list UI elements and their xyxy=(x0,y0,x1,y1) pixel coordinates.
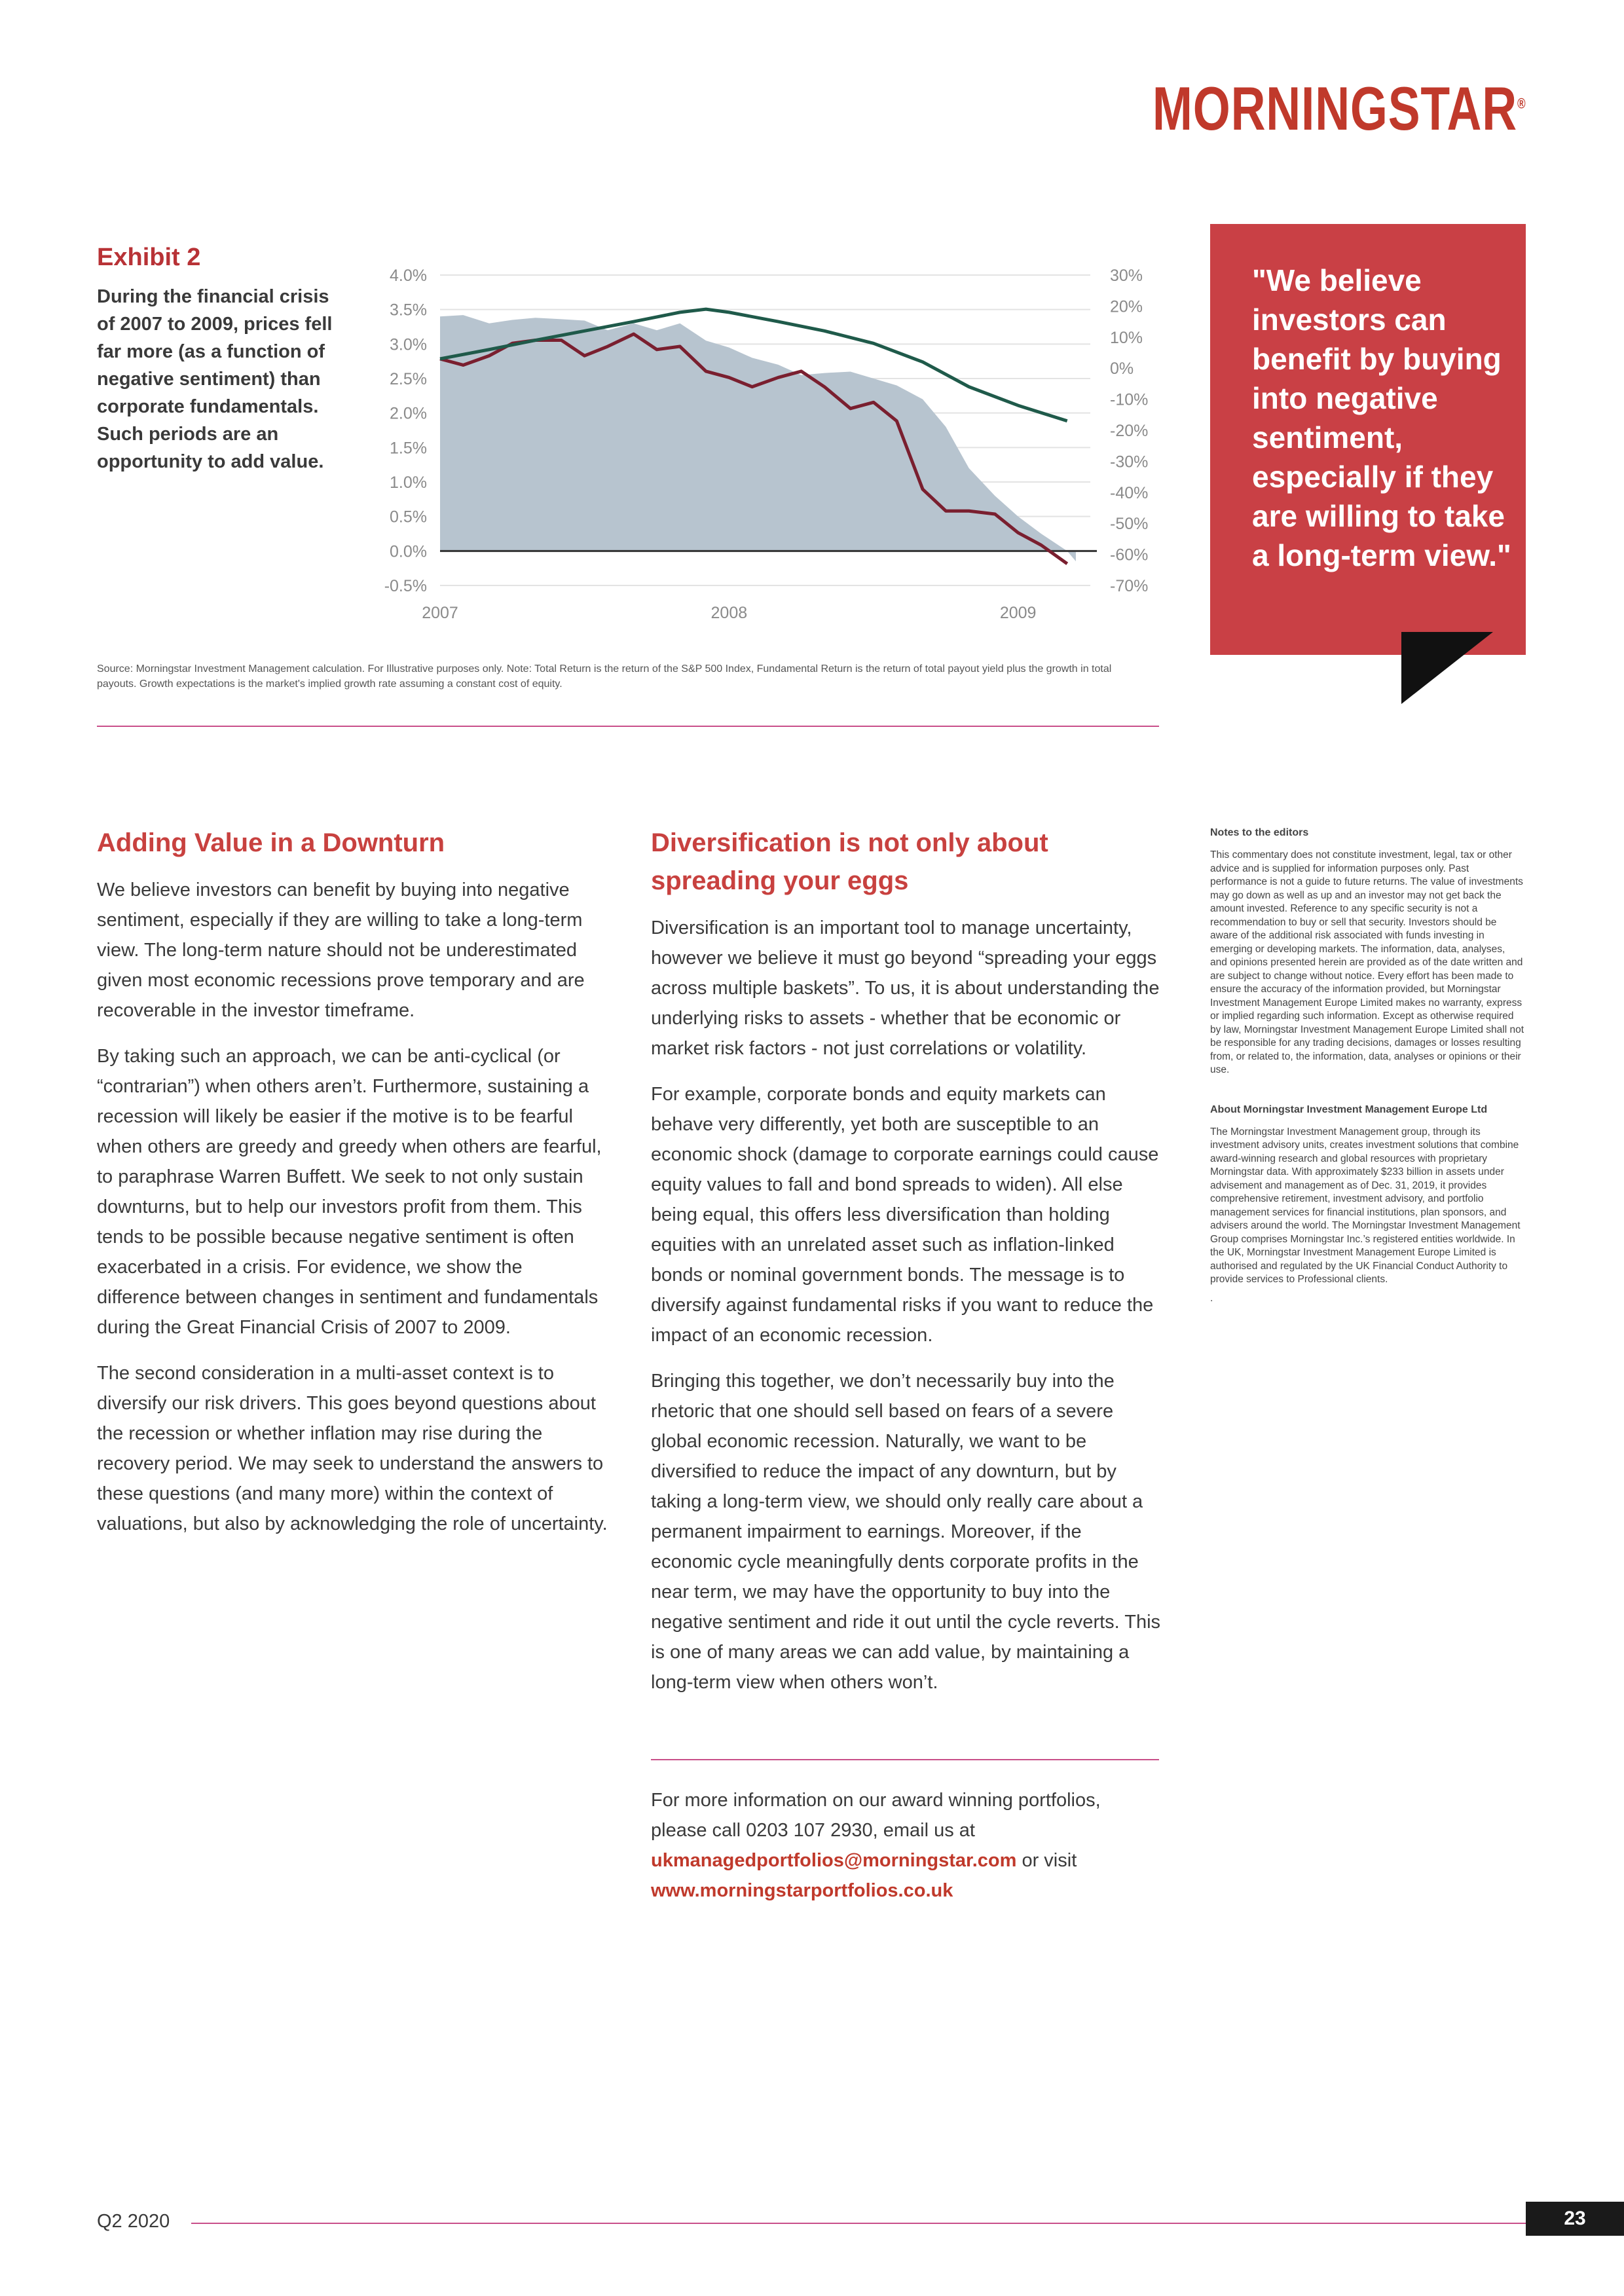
column2-paragraph: Bringing this together, we don’t necessa… xyxy=(651,1371,1161,1693)
contact-info: For more information on our award winnin… xyxy=(651,1785,1149,1906)
right-axis-tick-label: 10% xyxy=(1110,329,1143,347)
email-link[interactable]: ukmanagedportfolios@morningstar.com xyxy=(651,1850,1017,1871)
left-axis-tick-label: 3.5% xyxy=(390,301,427,320)
left-axis-tick-label: 2.0% xyxy=(390,405,427,423)
right-axis-tick-label: 0% xyxy=(1110,360,1134,378)
morningstar-logo: MORNINGSTAR® xyxy=(1152,74,1526,143)
right-axis-tick-label: -40% xyxy=(1110,484,1148,502)
left-axis-tick-label: -0.5% xyxy=(384,577,427,595)
notes-sidebar: Notes to the editors This commentary doe… xyxy=(1210,826,1524,1331)
column-diversification: Diversification is not only about spread… xyxy=(651,824,1162,1713)
left-axis-tick-label: 2.5% xyxy=(390,370,427,388)
column1-heading: Adding Value in a Downturn xyxy=(97,828,445,857)
left-axis-tick-label: 1.5% xyxy=(390,439,427,457)
contact-divider xyxy=(651,1759,1159,1760)
right-axis-tick-label: -30% xyxy=(1110,453,1148,471)
exhibit-chart: 4.0% 3.5% 3.0% 2.5% 2.0% 1.5% 1.0% 0.5% 0.0% -0.5… xyxy=(384,267,1149,622)
right-axis-tick-label: -50% xyxy=(1110,515,1148,533)
column2-paragraph: For example, corporate bonds and equity … xyxy=(651,1084,1159,1346)
x-axis-tick-label: 2007 xyxy=(422,604,458,622)
left-axis-tick-label: 3.0% xyxy=(390,335,427,354)
right-axis-tick-label: -60% xyxy=(1110,546,1148,565)
pull-quote: "We believe investors can benefit by buy… xyxy=(1252,263,1511,572)
chart-source-note: Source: Morningstar Investment Managemen… xyxy=(97,663,1112,690)
exhibit-label: Exhibit 2 xyxy=(97,244,201,271)
footer-quarter-label: Q2 2020 xyxy=(97,2211,170,2232)
footer-rule xyxy=(191,2223,1526,2224)
fundamental-return-line xyxy=(439,307,1068,423)
right-axis-tick-label: -70% xyxy=(1110,577,1148,595)
left-axis-tick-label: 0.0% xyxy=(390,542,427,561)
column1-paragraph: We believe investors can benefit by buyi… xyxy=(97,880,585,1021)
page-number: 23 xyxy=(1526,2202,1624,2236)
column1-body: We believe investors can benefit by buyi… xyxy=(97,875,608,1539)
notes-editors-heading: Notes to the editors xyxy=(1210,827,1309,838)
column2-paragraph: Diversification is an important tool to … xyxy=(651,917,1160,1059)
website-link[interactable]: www.morningstarportfolios.co.uk xyxy=(651,1880,953,1901)
column1-paragraph: The second consideration in a multi-asse… xyxy=(97,1363,608,1534)
notes-about-text: The Morningstar Investment Management gr… xyxy=(1210,1126,1521,1286)
x-axis-tick-label: 2008 xyxy=(711,604,748,622)
right-axis-tick-label: -10% xyxy=(1110,391,1148,409)
column2-heading: Diversification is not only about spread… xyxy=(651,828,1048,895)
exhibit-description: During the financial crisis of 2007 to 2… xyxy=(97,286,333,472)
right-axis-tick-label: -20% xyxy=(1110,422,1148,440)
contact-intro: For more information on our award winnin… xyxy=(651,1790,1101,1841)
notes-editors-text: This commentary does not constitute inve… xyxy=(1210,849,1524,1075)
column2-body: Diversification is an important tool to … xyxy=(651,913,1162,1697)
or-visit-text: or visit xyxy=(1022,1850,1077,1871)
column1-paragraph: By taking such an approach, we can be an… xyxy=(97,1046,602,1338)
right-axis-tick-label: 30% xyxy=(1110,267,1143,285)
column-adding-value: Adding Value in a Downturn We believe in… xyxy=(97,824,608,1555)
left-axis-tick-label: 0.5% xyxy=(390,508,427,527)
growth-expectations-area xyxy=(440,315,1076,562)
section-divider xyxy=(97,726,1159,727)
left-axis-tick-label: 4.0% xyxy=(390,267,427,285)
left-axis-tick-label: 1.0% xyxy=(390,473,427,492)
quote-box xyxy=(1210,224,1526,655)
right-axis-tick-label: 20% xyxy=(1110,297,1143,316)
notes-trailing-dot: . xyxy=(1210,1292,1213,1304)
quote-tail-icon xyxy=(1401,632,1493,704)
x-axis-tick-label: 2009 xyxy=(1000,604,1037,622)
notes-about-heading: About Morningstar Investment Management … xyxy=(1210,1103,1488,1115)
